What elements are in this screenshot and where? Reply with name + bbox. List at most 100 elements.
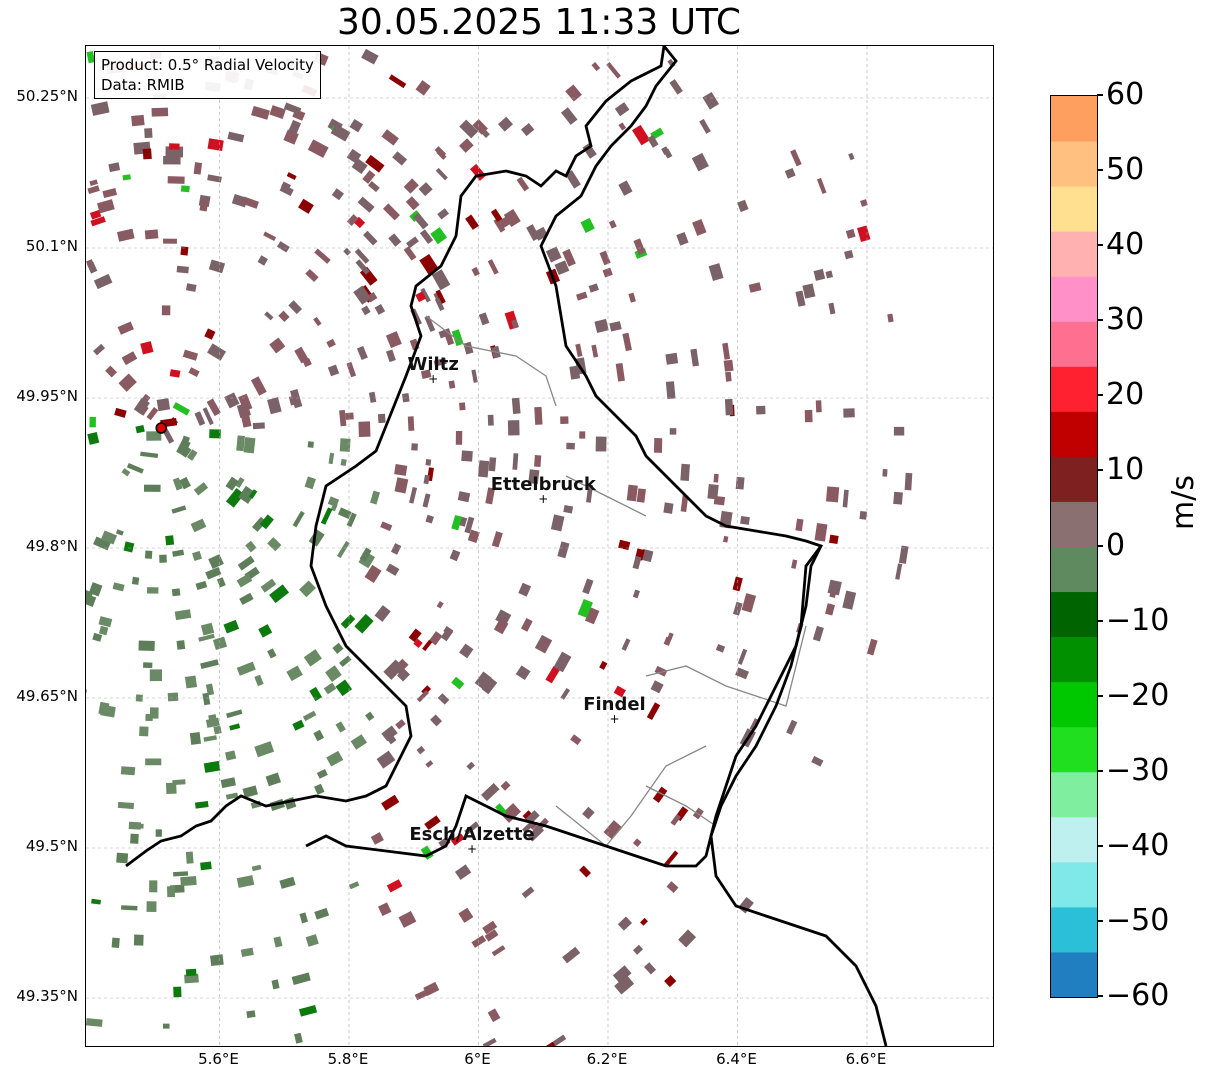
radar-echo-pixel: [252, 422, 265, 430]
radar-echo-pixel: [111, 937, 120, 948]
lat-tick-label: 49.65°N: [16, 687, 78, 705]
radar-echo-pixel: [575, 343, 583, 357]
radar-echo-pixel: [194, 801, 209, 809]
radar-echo-pixel: [102, 188, 118, 199]
radar-echo-pixel: [149, 707, 159, 719]
radar-echo-pixel: [114, 407, 127, 418]
radar-echo-pixel: [828, 302, 836, 315]
radar-echo-pixel: [825, 603, 835, 616]
radar-echo-pixel: [423, 474, 430, 485]
radar-echo-pixel: [245, 540, 257, 553]
radar-echo-pixel: [579, 865, 591, 878]
colorbar-tick-label: 0: [1106, 527, 1126, 563]
radar-echo-pixel: [670, 814, 681, 826]
radar-echo-pixel: [314, 907, 330, 920]
radar-echo-pixel: [346, 512, 357, 528]
radar-echo-pixel: [570, 734, 582, 746]
radar-echo-pixel: [436, 149, 447, 160]
radar-echo-pixel: [117, 321, 134, 335]
radar-echo-pixel: [237, 555, 255, 571]
colorbar-tick-label: 40: [1106, 227, 1145, 263]
radar-echo-pixel: [392, 151, 408, 166]
radar-echo-pixel: [713, 473, 719, 483]
radar-echo-pixel: [172, 477, 183, 491]
radar-echo-pixel: [425, 760, 434, 768]
radar-echo-pixel: [394, 464, 408, 476]
radar-echo-pixel: [461, 450, 473, 462]
radar-map[interactable]: Wiltz + Ettelbruck + Findel + Esch/Alzette +: [85, 45, 994, 1047]
radar-echo-pixel: [179, 476, 191, 490]
radar-echo-pixel: [669, 79, 683, 95]
colorbar-segment: [1051, 96, 1097, 142]
radar-site-marker[interactable]: [155, 422, 167, 434]
radar-echo-pixel: [663, 502, 674, 514]
radar-echo-pixel: [89, 209, 102, 220]
radar-echo-pixel: [87, 185, 100, 195]
radar-echo-pixel: [844, 249, 854, 260]
radar-echo-pixel: [520, 618, 533, 632]
radar-echo-pixel: [512, 453, 519, 470]
radar-echo-pixel: [451, 515, 463, 531]
lux-border: [305, 46, 823, 868]
radar-echo-pixel: [193, 162, 203, 175]
radar-echo-pixel: [335, 721, 346, 733]
radar-echo-pixel: [246, 1010, 256, 1019]
colorbar-tick-label: −30: [1106, 752, 1170, 788]
radar-echo-pixel: [595, 436, 607, 452]
radar-echo-pixel: [724, 398, 734, 416]
radar-echo-pixel: [795, 518, 804, 532]
radar-echo-pixel: [278, 310, 290, 323]
radar-echo-pixel: [653, 438, 663, 453]
radar-echo-pixel: [459, 119, 479, 139]
radar-echo-pixel: [471, 369, 478, 383]
radar-echo-pixel: [893, 426, 905, 436]
radar-echo-pixel: [723, 359, 734, 372]
radar-echo-pixel: [442, 328, 455, 346]
radar-echo-pixel: [320, 507, 333, 525]
radar-echo-pixel: [386, 349, 396, 363]
radar-echo-pixel: [626, 484, 638, 502]
radar-echo-pixel: [365, 154, 385, 173]
radar-echo-pixel: [615, 362, 625, 382]
radar-echo-pixel: [92, 632, 103, 642]
radar-echo-pixel: [163, 156, 181, 165]
radar-echo-pixel: [146, 901, 157, 912]
radar-echo-pixel: [108, 162, 121, 173]
radar-echo-pixel: [882, 469, 888, 477]
radar-echo-pixel: [225, 488, 245, 508]
colorbar-tick-label: −10: [1106, 602, 1170, 638]
city-marker: +: [467, 842, 477, 856]
radar-echo-pixel: [487, 259, 499, 275]
radar-echo-pixel: [577, 598, 593, 618]
radar-echo-pixel: [146, 406, 159, 421]
radar-echo-pixel: [612, 965, 632, 984]
radar-echo-pixel: [325, 665, 342, 682]
radar-echo-pixel: [225, 750, 237, 761]
data-source-label: Data: RMIB: [101, 76, 185, 94]
radar-echo-pixel: [825, 270, 833, 279]
radar-echo-pixel: [86, 594, 97, 607]
radar-echo-pixel: [680, 463, 690, 481]
radar-echo-pixel: [326, 338, 336, 348]
city-marker: +: [609, 712, 619, 726]
radar-echo-pixel: [340, 458, 347, 467]
lat-tick-label: 49.5°N: [25, 837, 78, 855]
radar-echo-pixel: [636, 488, 646, 503]
radar-echo-pixel: [501, 803, 522, 823]
radar-echo-pixel: [588, 283, 599, 293]
radar-echo-pixel: [415, 291, 427, 303]
radar-echo-pixel: [229, 723, 241, 731]
colorbar-segment: [1051, 861, 1097, 908]
radar-echo-pixel: [265, 772, 282, 787]
colorbar-tick-mark: [1097, 319, 1103, 322]
radar-echo-pixel: [545, 246, 562, 263]
radar-echo-pixel: [741, 593, 757, 613]
radar-echo-pixel: [86, 1018, 103, 1027]
radar-echo-pixel: [423, 981, 440, 997]
radar-echo-pixel: [130, 823, 144, 829]
radar-echo-pixel: [340, 614, 356, 629]
radar-echo-pixel: [236, 573, 253, 588]
radar-echo-pixel: [258, 624, 273, 638]
colorbar-tick-mark: [1097, 919, 1103, 922]
colorbar-tick-label: 20: [1106, 377, 1145, 413]
